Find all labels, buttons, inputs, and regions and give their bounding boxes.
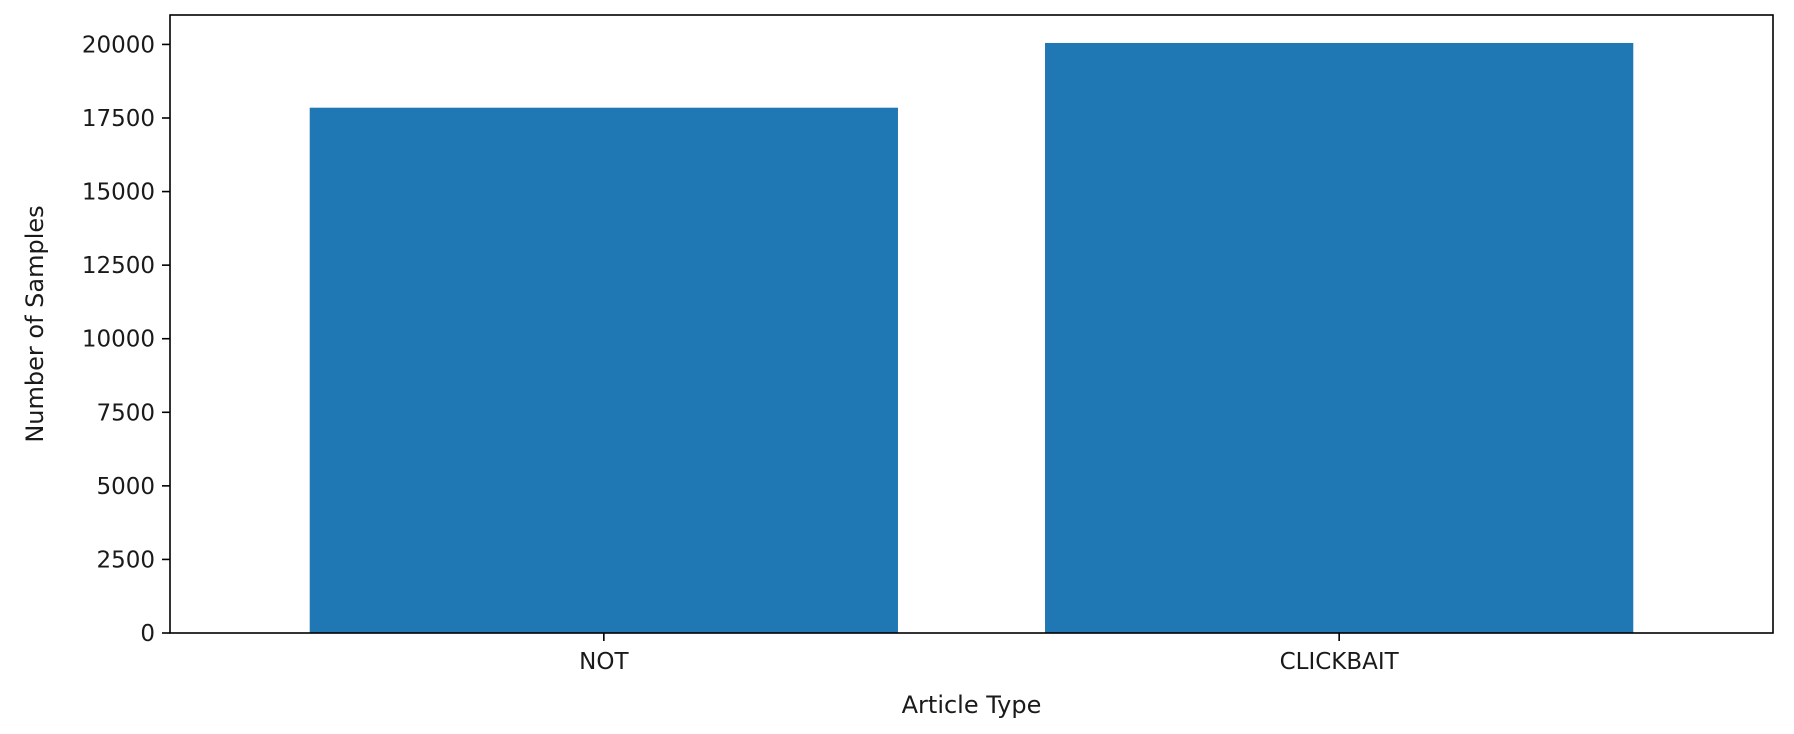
y-tick-label: 15000 bbox=[82, 180, 155, 206]
bar-not bbox=[309, 107, 898, 633]
y-tick-label: 2500 bbox=[96, 547, 155, 573]
x-tick-label: CLICKBAIT bbox=[1280, 649, 1400, 675]
y-axis-label: Number of Samples bbox=[21, 205, 49, 442]
y-tick-label: 0 bbox=[140, 621, 155, 647]
bar-clickbait bbox=[1045, 42, 1634, 633]
y-tick-label: 5000 bbox=[96, 474, 155, 500]
y-tick-label: 7500 bbox=[96, 400, 155, 426]
y-tick-label: 20000 bbox=[82, 32, 155, 58]
y-axis-ticks: 0 2500 5000 7500 10000 12500 15000 17500 20000 bbox=[82, 32, 170, 647]
plot-frame bbox=[169, 14, 1774, 634]
y-tick-label: 17500 bbox=[82, 106, 155, 132]
x-axis-label: Article Type bbox=[902, 691, 1042, 719]
x-tick-label: NOT bbox=[579, 649, 629, 675]
x-axis-ticks: NOT CLICKBAIT bbox=[579, 633, 1400, 675]
bars-group bbox=[309, 42, 1634, 633]
y-tick-label: 10000 bbox=[82, 327, 155, 353]
y-tick-label: 12500 bbox=[82, 253, 155, 279]
